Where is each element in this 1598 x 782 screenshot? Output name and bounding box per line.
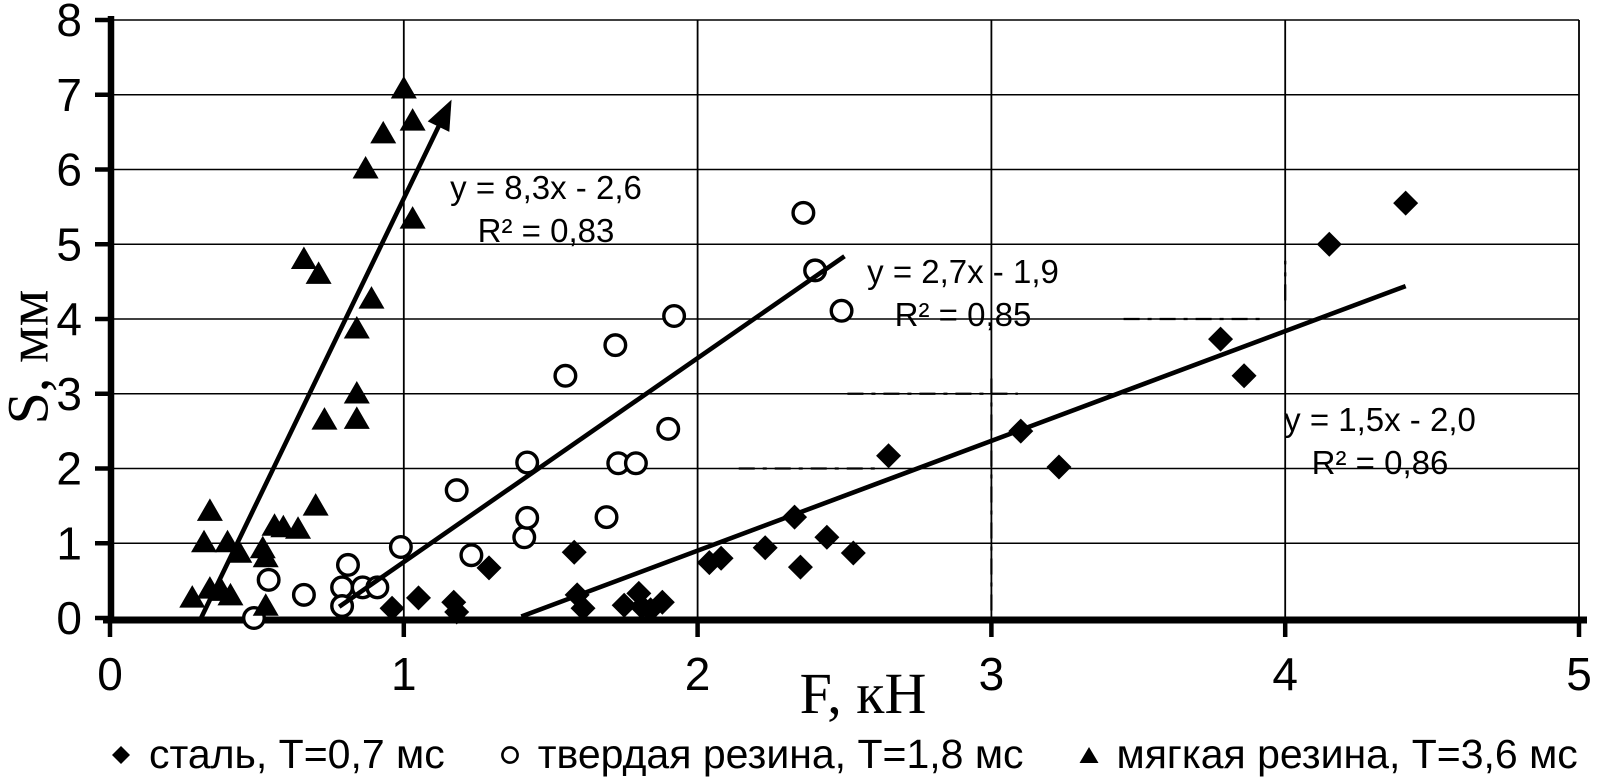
legend-item-hard-rubber: твердая резина, T=1,8 мс <box>497 731 1024 778</box>
legend-item-steel: сталь, T=0,7 мс <box>108 731 445 778</box>
y-tick-label-8: 8 <box>56 0 82 46</box>
soft_rubber-point <box>252 593 279 616</box>
soft_rubber-point <box>285 516 312 539</box>
steel-point <box>476 555 502 581</box>
steel-point <box>1316 231 1342 257</box>
x-tick-label-1: 1 <box>391 648 417 700</box>
equation-text: y = 8,3x - 2,6 <box>450 169 642 206</box>
hard_rubber-point <box>291 582 316 607</box>
steel-point <box>1046 454 1072 480</box>
soft_rubber-point <box>358 286 385 309</box>
soft_rubber-point <box>290 246 317 269</box>
hard_rubber-point <box>553 363 578 388</box>
trendline-arrowhead-soft_rubber <box>427 99 452 132</box>
steel-point <box>611 592 637 618</box>
soft_rubber-point <box>302 493 329 516</box>
steel-point <box>444 599 470 625</box>
legend: сталь, T=0,7 мс твердая резина, T=1,8 мс… <box>108 731 1578 778</box>
steel-point <box>782 504 808 530</box>
diamond-icon <box>112 745 130 764</box>
steel-point <box>1393 190 1419 216</box>
hard_rubber-point <box>829 298 854 323</box>
y-axis-title: S, мм <box>0 289 61 425</box>
x-tick-label-5: 5 <box>1566 648 1592 700</box>
hard_rubber-point <box>459 543 484 568</box>
trendline-label-soft-rubber: y = 8,3x - 2,6 R² = 0,83 <box>450 166 642 252</box>
y-tick-label-5: 5 <box>56 218 82 270</box>
legend-item-soft-rubber: мягкая резина, T=3,6 мс <box>1076 731 1578 778</box>
steel-point <box>649 589 675 615</box>
y-tick-label-6: 6 <box>56 144 82 196</box>
y-tick-label-4: 4 <box>56 293 82 345</box>
steel-point <box>379 595 405 621</box>
soft_rubber-point <box>370 120 397 144</box>
soft_rubber-point <box>196 498 223 521</box>
trendline-label-hard-rubber: y = 2,7x - 1,9 R² = 0,85 <box>867 250 1059 336</box>
x-tick-label-2: 2 <box>685 648 711 700</box>
hard_rubber-point <box>623 451 648 476</box>
r2-text: R² = 0,85 <box>894 296 1032 333</box>
y-tick-label-1: 1 <box>56 517 82 569</box>
steel-point <box>787 554 813 580</box>
soft_rubber-point <box>305 261 332 284</box>
steel-point <box>876 443 902 469</box>
r2-text: R² = 0,86 <box>1311 444 1449 481</box>
y-tick-label-0: 0 <box>56 592 82 644</box>
y-tick-label-7: 7 <box>56 69 82 121</box>
hard_rubber-point <box>388 534 413 559</box>
hard_rubber-point <box>515 505 540 530</box>
hard_rubber-point <box>335 552 360 577</box>
trendline-steel <box>520 283 1407 619</box>
legend-label: сталь, T=0,7 мс <box>149 731 445 777</box>
hard_rubber-point <box>603 333 628 358</box>
soft_rubber-point <box>399 108 426 131</box>
equation-text: y = 1,5x - 2,0 <box>1284 401 1476 438</box>
steel-point <box>708 545 734 571</box>
soft_rubber-point <box>343 315 370 339</box>
steel-point <box>840 540 866 566</box>
hard_rubber-point <box>656 416 681 441</box>
soft_rubber-point <box>217 582 244 606</box>
steel-point <box>561 539 587 565</box>
triangle-icon <box>1079 746 1099 763</box>
x-tick-label-3: 3 <box>979 648 1005 700</box>
trendline-label-steel: y = 1,5x - 2,0 R² = 0,86 <box>1284 398 1476 484</box>
hard_rubber-point <box>594 505 619 530</box>
soft_rubber-point <box>311 407 338 430</box>
steel-point <box>1208 326 1234 352</box>
trendline-soft_rubber <box>199 118 445 620</box>
soft_rubber-point <box>191 529 218 553</box>
soft_rubber-point <box>343 381 370 404</box>
y-tick-label-2: 2 <box>56 443 82 495</box>
x-axis-title: F, кН <box>799 661 927 726</box>
trendline-hard_rubber <box>337 254 846 609</box>
hard_rubber-point <box>791 200 816 225</box>
soft_rubber-point <box>352 156 379 179</box>
soft_rubber-point <box>252 544 279 568</box>
x-tick-label-4: 4 <box>1272 648 1298 700</box>
circle-icon <box>500 745 519 764</box>
steel-point <box>752 535 778 561</box>
legend-label: мягкая резина, T=3,6 мс <box>1116 731 1578 777</box>
soft_rubber-point <box>343 406 370 429</box>
steel-point <box>1231 363 1257 389</box>
soft_rubber-point <box>179 585 206 608</box>
hard_rubber-point <box>515 450 540 475</box>
equation-text: y = 2,7x - 1,9 <box>867 253 1059 290</box>
x-tick-label-0: 0 <box>97 648 123 700</box>
hard_rubber-point <box>662 304 687 329</box>
r2-text: R² = 0,83 <box>477 212 615 249</box>
soft_rubber-point <box>390 76 417 99</box>
steel-point <box>570 595 596 621</box>
steel-point <box>405 585 431 611</box>
hard_rubber-point <box>512 525 537 550</box>
hard_rubber-point <box>444 478 469 503</box>
hard_rubber-point <box>256 567 281 592</box>
y-tick-label-3: 3 <box>56 368 82 420</box>
steel-point <box>814 524 840 550</box>
soft_rubber-point <box>399 206 426 229</box>
legend-label: твердая резина, T=1,8 мс <box>537 731 1024 777</box>
